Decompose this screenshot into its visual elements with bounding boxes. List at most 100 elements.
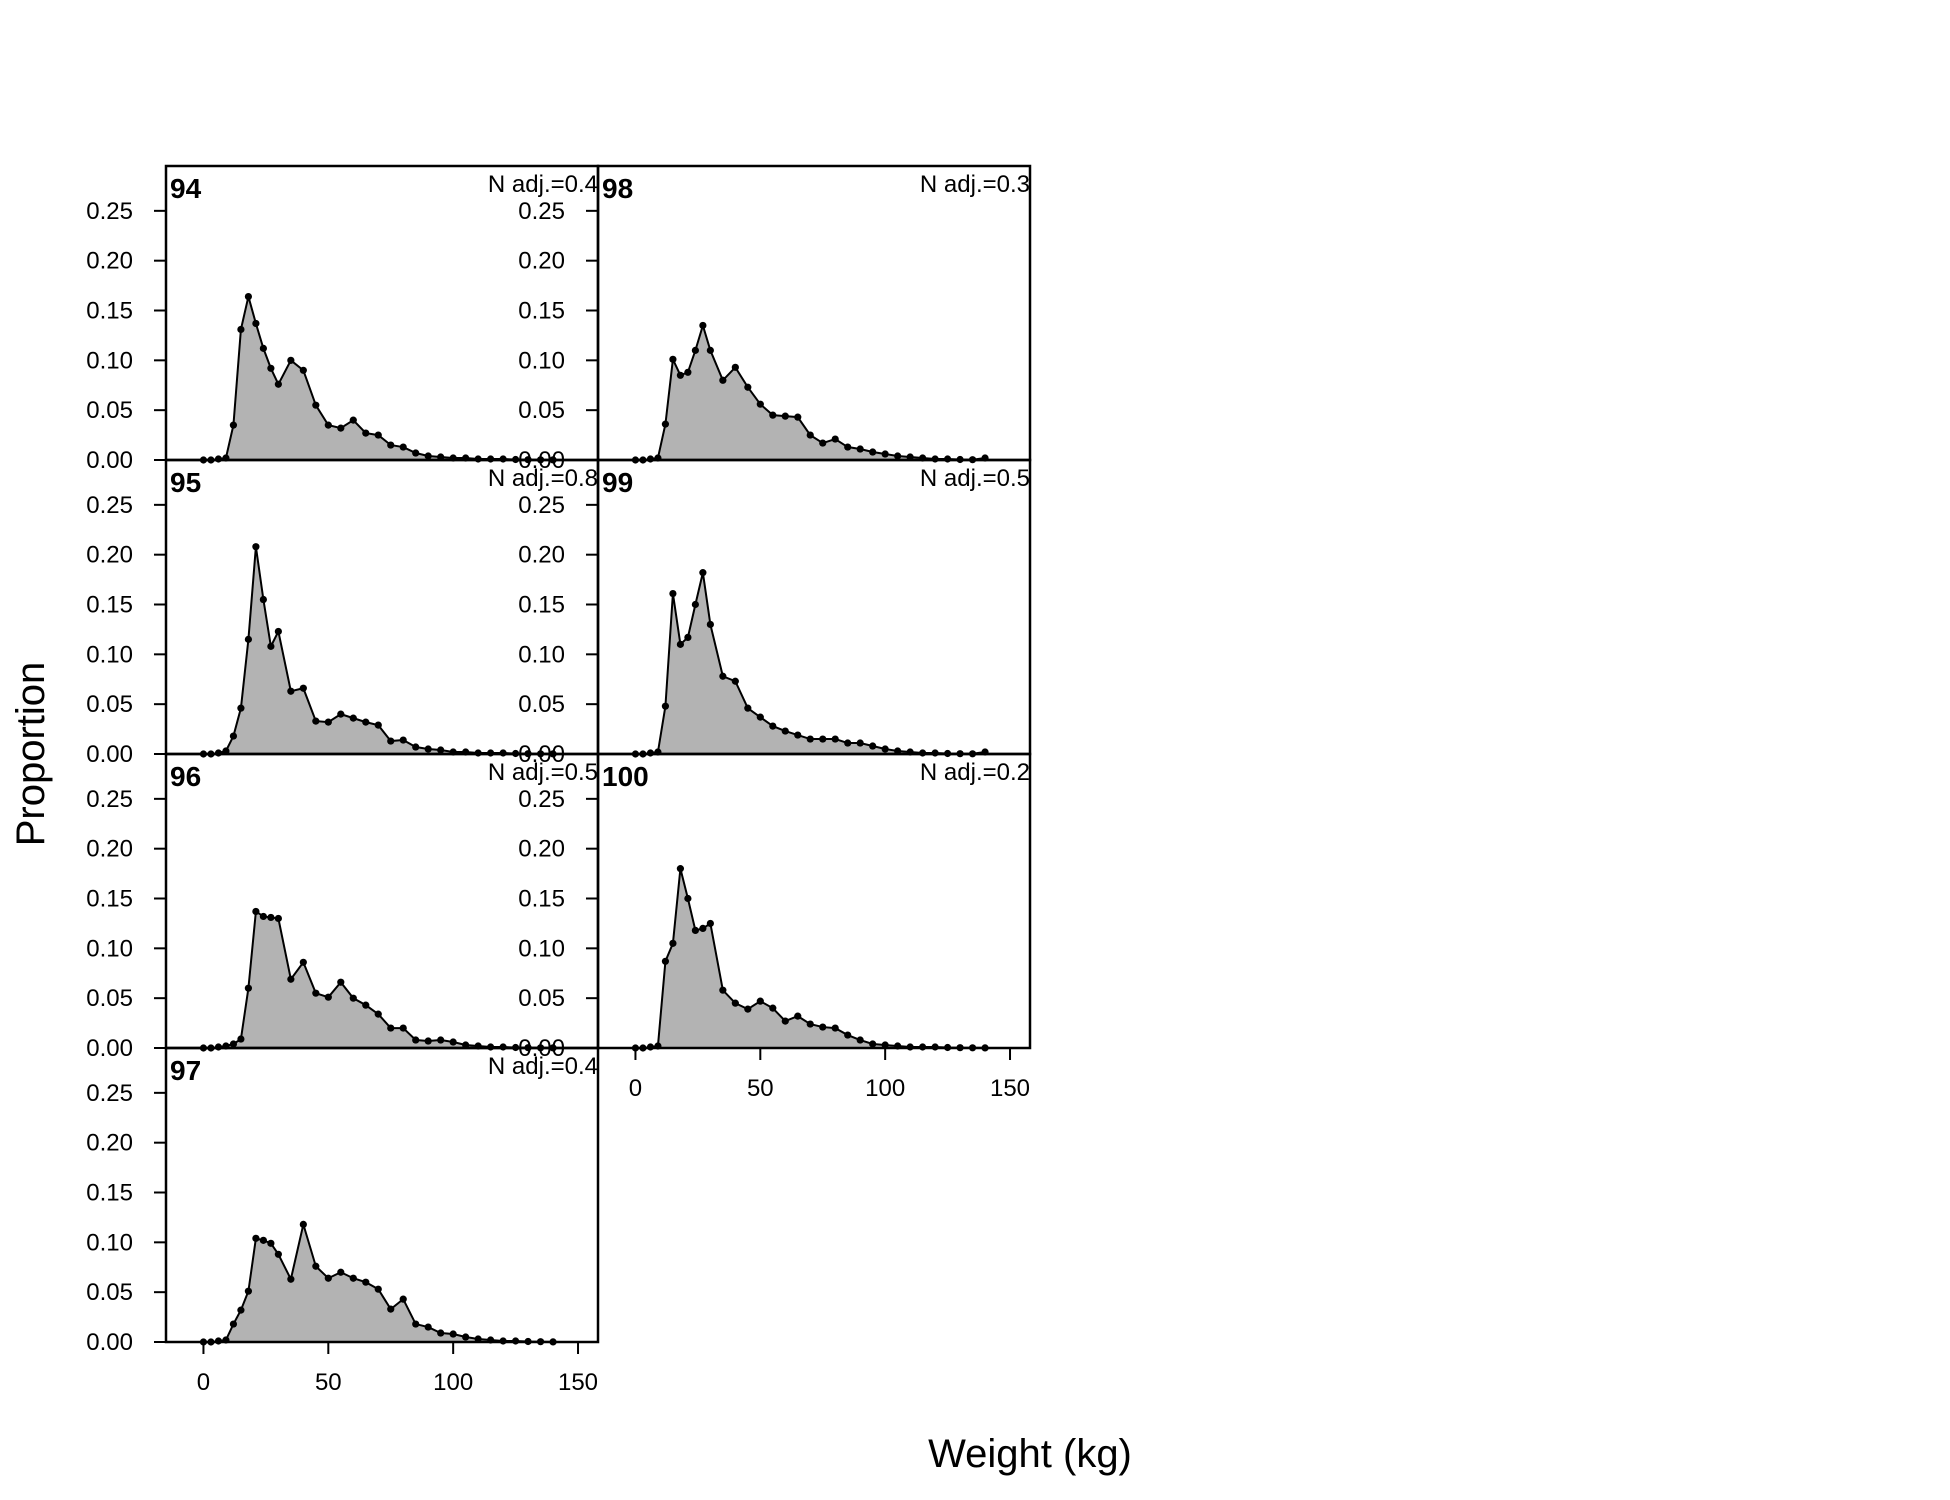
data-point: [399, 1295, 407, 1303]
data-point: [237, 1306, 245, 1314]
data-point: [362, 429, 370, 437]
data-point: [819, 1023, 827, 1031]
data-point: [267, 913, 275, 922]
data-point: [349, 714, 357, 722]
data-point: [719, 376, 727, 384]
data-point: [244, 635, 253, 643]
y-tick-label: 0.00: [86, 1329, 133, 1356]
panel-98: 0.00 0.05 0.10 0.15 0.20 0.25 98 N adj.=0.3: [518, 164, 1032, 474]
x-tick-label: 150: [990, 1075, 1030, 1102]
data-point: [244, 984, 253, 992]
y-tick-label: 0.20: [86, 542, 133, 569]
data-point: [362, 1278, 370, 1286]
y-tick-label: 0.05: [518, 985, 565, 1012]
n-adj-label: N adj.=0.4: [488, 1053, 598, 1080]
n-adj-label: N adj.=0.5: [488, 759, 598, 786]
data-point: [424, 1323, 432, 1331]
data-point: [844, 739, 852, 747]
data-point: [781, 727, 789, 735]
data-point: [287, 975, 295, 983]
data-point: [676, 640, 685, 648]
y-axis-title: Proportion: [9, 662, 53, 847]
data-point: [299, 1220, 307, 1228]
y-tick-label: 0.05: [518, 691, 565, 718]
y-tick-label: 0.20: [86, 836, 133, 863]
data-point: [259, 595, 267, 604]
data-point: [229, 421, 238, 429]
y-tick-label: 0.15: [86, 298, 133, 325]
data-point: [731, 999, 739, 1007]
y-tick-label: 0.15: [518, 592, 565, 619]
data-point: [259, 344, 267, 352]
panel-label: 95: [170, 467, 201, 498]
data-point: [894, 452, 902, 460]
panel-98-area: [635, 325, 986, 460]
x-tick-label: 100: [865, 1075, 905, 1102]
data-point: [337, 1268, 345, 1276]
data-point: [856, 445, 864, 453]
data-point: [252, 319, 260, 328]
data-point: [756, 713, 764, 721]
data-point: [229, 1320, 238, 1328]
data-point: [312, 989, 320, 997]
data-point: [831, 1024, 839, 1032]
data-point: [324, 1274, 332, 1282]
data-point: [244, 1287, 253, 1295]
y-tick-label: 0.20: [86, 1130, 133, 1157]
x-tick-label: 100: [433, 1369, 473, 1396]
data-point: [699, 569, 707, 577]
data-point: [324, 421, 332, 429]
data-point: [424, 1037, 432, 1045]
data-point: [794, 413, 802, 421]
data-point: [287, 356, 295, 364]
y-tick-label: 0.20: [518, 542, 565, 569]
data-point: [691, 600, 699, 609]
data-point: [387, 1024, 395, 1032]
data-point: [794, 731, 802, 739]
y-tick-label: 0.20: [518, 248, 565, 275]
panel-100-area: [635, 868, 986, 1048]
x-tick-label: 50: [315, 1369, 342, 1396]
data-point: [287, 687, 295, 695]
data-point: [806, 735, 814, 743]
data-point: [699, 924, 707, 933]
data-point: [252, 907, 260, 916]
data-point: [312, 401, 320, 409]
data-point: [881, 450, 889, 458]
x-tick-label: 0: [629, 1075, 642, 1102]
data-point: [267, 1239, 275, 1247]
panel-97-area: [203, 1224, 554, 1342]
panel-label: 94: [170, 173, 202, 204]
data-point: [274, 627, 282, 636]
x-tick-label: 50: [747, 1075, 774, 1102]
data-point: [462, 1333, 470, 1341]
y-tick-label: 0.15: [86, 1180, 133, 1207]
y-tick-label: 0.00: [86, 447, 133, 474]
y-tick-label: 0.10: [518, 347, 565, 374]
data-point: [252, 543, 260, 551]
data-point: [267, 642, 275, 650]
data-point: [819, 439, 827, 447]
data-point: [856, 1036, 864, 1044]
data-point: [669, 355, 677, 363]
data-point: [449, 1038, 457, 1046]
panel-label: 97: [170, 1055, 201, 1086]
n-adj-label: N adj.=0.5: [920, 465, 1030, 492]
y-tick-label: 0.25: [518, 198, 565, 225]
data-point: [661, 420, 670, 428]
data-point: [437, 746, 445, 754]
data-point: [437, 1329, 445, 1337]
data-point: [299, 366, 307, 374]
data-point: [374, 431, 382, 439]
y-tick-label: 0.10: [86, 935, 133, 962]
data-point: [831, 735, 839, 743]
data-point: [769, 1004, 777, 1012]
y-tick-label: 0.10: [518, 641, 565, 668]
data-point: [237, 325, 245, 334]
data-point: [349, 994, 357, 1002]
data-point: [449, 1330, 457, 1338]
data-point: [387, 441, 395, 449]
y-tick-label: 0.25: [86, 786, 133, 813]
data-point: [856, 739, 864, 747]
data-point: [869, 1040, 877, 1048]
